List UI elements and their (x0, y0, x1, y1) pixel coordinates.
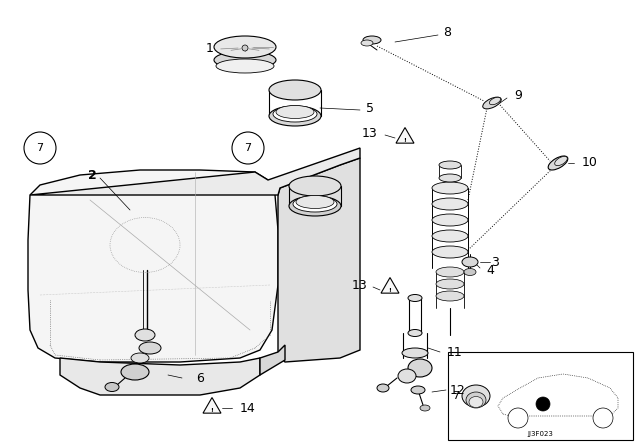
Polygon shape (203, 397, 221, 413)
Text: 5: 5 (366, 102, 374, 115)
Text: 2: 2 (88, 168, 97, 181)
Ellipse shape (432, 182, 468, 194)
Ellipse shape (469, 396, 483, 408)
FancyBboxPatch shape (448, 352, 633, 440)
Text: 9: 9 (514, 89, 522, 102)
Circle shape (232, 132, 264, 164)
Ellipse shape (432, 230, 468, 242)
Ellipse shape (121, 364, 149, 380)
Ellipse shape (462, 385, 490, 407)
Circle shape (24, 132, 56, 164)
Ellipse shape (269, 106, 321, 126)
Text: 13: 13 (352, 279, 368, 292)
Ellipse shape (273, 106, 317, 122)
Ellipse shape (483, 97, 501, 109)
Circle shape (242, 45, 248, 51)
Circle shape (508, 408, 528, 428)
Ellipse shape (105, 383, 119, 392)
Ellipse shape (131, 353, 149, 363)
Ellipse shape (439, 161, 461, 169)
Ellipse shape (432, 214, 468, 226)
Ellipse shape (548, 156, 568, 170)
Text: !: ! (211, 408, 213, 413)
Ellipse shape (293, 196, 337, 212)
Text: !: ! (388, 288, 392, 293)
Text: 7: 7 (452, 391, 460, 401)
Ellipse shape (432, 198, 468, 210)
Ellipse shape (555, 156, 567, 166)
Ellipse shape (289, 176, 341, 196)
Text: 6: 6 (196, 371, 204, 384)
Ellipse shape (139, 342, 161, 354)
Text: 14: 14 (240, 401, 256, 414)
Ellipse shape (216, 59, 274, 73)
Ellipse shape (276, 105, 314, 119)
Ellipse shape (432, 246, 468, 258)
Polygon shape (60, 358, 260, 395)
Text: 7: 7 (36, 143, 44, 153)
Text: JJ3F023: JJ3F023 (527, 431, 553, 437)
Polygon shape (30, 148, 360, 195)
Ellipse shape (398, 369, 416, 383)
Polygon shape (381, 278, 399, 293)
Polygon shape (260, 345, 285, 375)
Polygon shape (28, 170, 278, 362)
Text: 10: 10 (582, 155, 598, 168)
Ellipse shape (420, 405, 430, 411)
Circle shape (536, 397, 550, 411)
Ellipse shape (408, 294, 422, 302)
Circle shape (593, 408, 613, 428)
Ellipse shape (377, 384, 389, 392)
Ellipse shape (269, 80, 321, 100)
Text: 1: 1 (206, 42, 214, 55)
Ellipse shape (462, 257, 478, 267)
Ellipse shape (408, 359, 432, 377)
Ellipse shape (466, 392, 486, 408)
Text: 11: 11 (447, 345, 463, 358)
Ellipse shape (214, 51, 276, 69)
Ellipse shape (439, 174, 461, 182)
Ellipse shape (289, 196, 341, 216)
Polygon shape (278, 158, 360, 362)
Ellipse shape (135, 329, 155, 341)
Text: 12: 12 (450, 383, 466, 396)
Ellipse shape (436, 267, 464, 277)
Ellipse shape (363, 36, 381, 44)
Ellipse shape (436, 291, 464, 301)
Ellipse shape (402, 348, 428, 358)
Text: !: ! (404, 138, 406, 142)
Ellipse shape (214, 36, 276, 58)
Text: 13: 13 (362, 126, 378, 139)
Ellipse shape (408, 329, 422, 336)
Ellipse shape (436, 279, 464, 289)
Ellipse shape (361, 40, 373, 46)
Text: 8: 8 (443, 26, 451, 39)
Ellipse shape (490, 97, 500, 105)
Ellipse shape (296, 195, 334, 208)
Polygon shape (396, 128, 414, 143)
Text: 7: 7 (244, 143, 252, 153)
Text: 3: 3 (491, 255, 499, 268)
Text: 4: 4 (486, 263, 494, 276)
Ellipse shape (464, 268, 476, 276)
Ellipse shape (411, 386, 425, 394)
